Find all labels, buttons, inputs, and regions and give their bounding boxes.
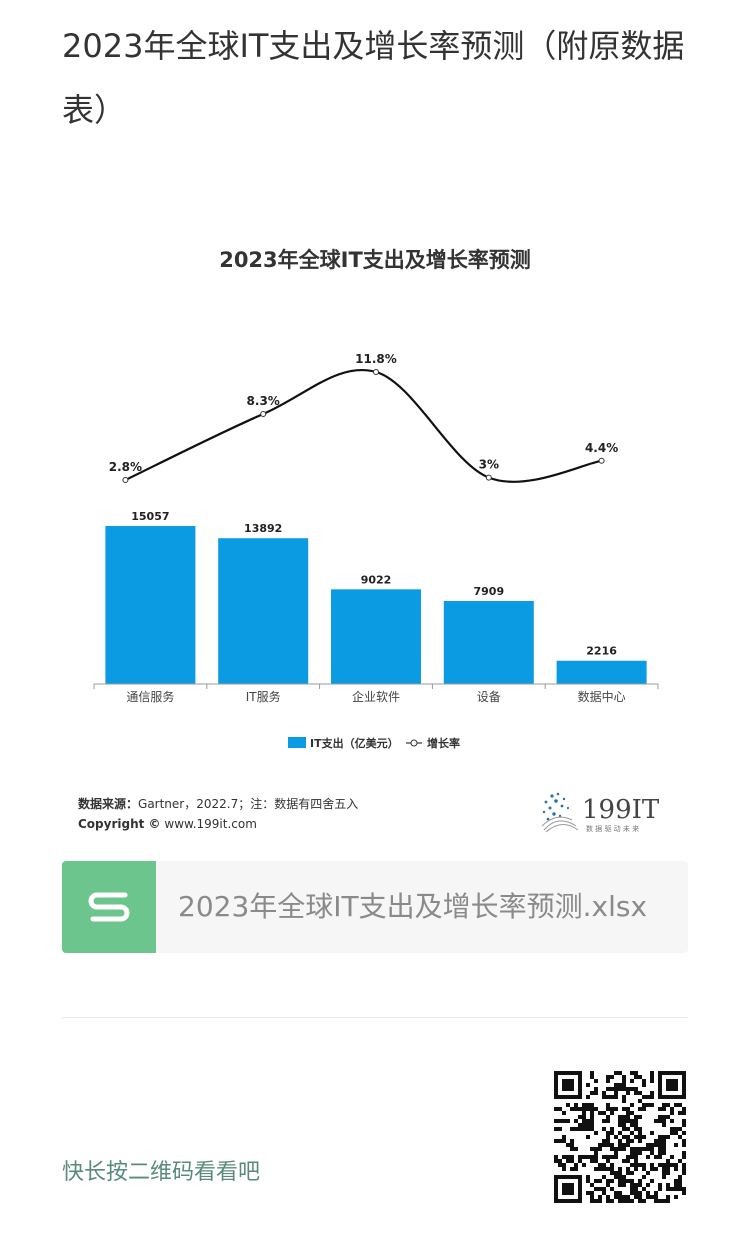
bar <box>218 538 309 684</box>
source-text: Gartner，2022.7；注：数据有四舍五入 <box>138 797 359 811</box>
bar <box>556 660 647 684</box>
x-tick-label: 通信服务 <box>126 689 174 704</box>
chart-svg: 2023年全球IT支出及增长率预测 15057 13892 9022 7909 2216… <box>93 248 659 750</box>
bar <box>105 526 196 684</box>
growth-value-label: 2.8% <box>109 460 142 474</box>
bars-layer: 15057 13892 9022 7909 2216 <box>105 510 647 684</box>
bar-value-label: 9022 <box>361 573 392 586</box>
attachment-file-name[interactable]: 2023年全球IT支出及增长率预测.xlsx <box>178 890 648 923</box>
legend-bar-swatch <box>288 737 306 748</box>
x-tick-label: 设备 <box>477 690 501 704</box>
source-label: 数据来源： <box>78 797 139 811</box>
legend-bar-label: IT支出（亿美元） <box>310 736 399 750</box>
source-note: 数据来源：Gartner，2022.7；注：数据有四舍五入 Copyright … <box>78 794 358 834</box>
growth-point <box>373 369 379 375</box>
qr-code-icon[interactable] <box>554 1071 686 1203</box>
article-title: 2023年全球IT支出及增长率预测（附原数据表） <box>62 27 685 129</box>
legend-line-marker <box>410 739 418 747</box>
bar-value-label: 15057 <box>131 510 169 523</box>
x-tick-label: IT服务 <box>246 689 281 704</box>
spreadsheet-s-icon <box>62 861 156 953</box>
growth-value-label: 8.3% <box>247 394 280 408</box>
growth-point <box>260 411 267 417</box>
growth-value-label: 3% <box>479 458 499 472</box>
logo-tagline: 数 据 驱 动 未 来 <box>586 824 639 833</box>
logo-text: 199IT <box>582 795 660 825</box>
divider <box>62 1017 688 1018</box>
growth-value-label: 11.8% <box>355 352 397 366</box>
growth-value-label: 4.4% <box>585 441 618 455</box>
growth-point <box>122 477 129 483</box>
x-axis: 通信服务 IT服务 企业软件 设备 数据中心 <box>93 683 659 704</box>
logo-dots-icon: 199IT 数 据 驱 动 未 来 <box>541 792 660 833</box>
bar-value-label: 2216 <box>586 645 617 658</box>
bar <box>331 589 421 684</box>
legend: IT支出（亿美元） 增长率 <box>288 736 460 750</box>
bar-value-label: 7909 <box>473 585 504 598</box>
line-layer: 2.8% 8.3% 11.8% 3% 4.4% <box>109 352 618 483</box>
bar <box>443 601 534 684</box>
growth-point <box>485 474 492 481</box>
x-tick-label: 企业软件 <box>352 689 400 704</box>
qr-hint: 快长按二维码看看吧 <box>62 1160 261 1185</box>
x-tick-label: 数据中心 <box>578 689 626 704</box>
chart-image: 2023年全球IT支出及增长率预测 15057 13892 9022 7909 2216… <box>62 212 688 844</box>
chart-title: 2023年全球IT支出及增长率预测 <box>219 248 531 272</box>
growth-point <box>598 457 605 464</box>
brand-logo: 199IT 数 据 驱 动 未 来 <box>538 786 678 836</box>
growth-line <box>124 369 602 483</box>
copyright-text: www.199it.com <box>164 817 257 831</box>
attachment-card[interactable]: 2023年全球IT支出及增长率预测.xlsx <box>62 861 688 953</box>
bar-value-label: 13892 <box>244 522 282 535</box>
copyright-label: Copyright © <box>78 817 161 831</box>
legend-line-label: 增长率 <box>427 736 460 750</box>
